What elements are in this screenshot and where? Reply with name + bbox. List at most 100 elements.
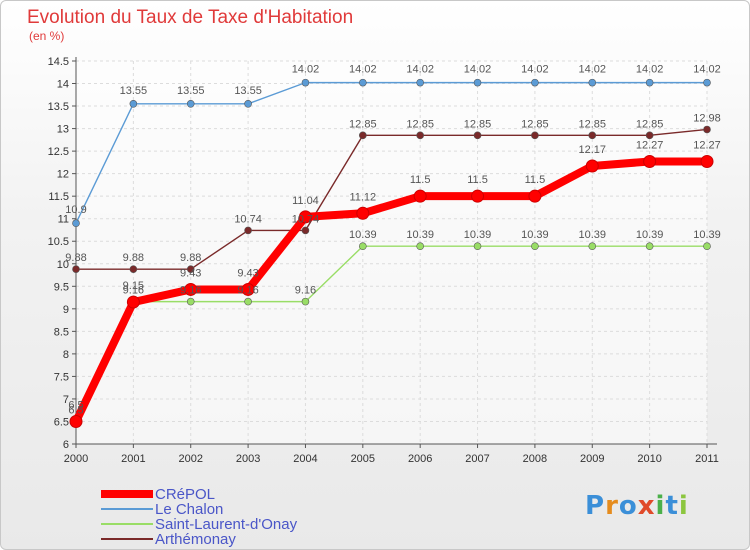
data-label: 13.55 [177,85,205,97]
data-label: 10.39 [693,229,721,241]
data-point [184,282,198,296]
data-point [643,154,657,168]
data-label: 12.85 [521,118,549,130]
legend-item-saint-laurent: Saint-Laurent-d'Onay [101,516,341,533]
data-label: 14.02 [521,64,549,76]
data-point [645,131,654,140]
data-point [471,189,485,203]
data-point [186,297,195,306]
data-label: 9.16 [123,285,144,297]
data-label: 14.02 [464,64,492,76]
data-label: 9.16 [237,285,258,297]
data-label: 9.88 [65,252,86,264]
data-point [126,295,140,309]
data-point [473,131,482,140]
data-point [298,210,312,224]
data-point [473,78,482,87]
data-point [186,265,195,273]
data-point [416,242,424,250]
legend-swatch-crepol [101,490,153,498]
data-label: 9.88 [180,252,201,264]
data-label: 10.39 [579,229,607,241]
data-point [69,414,83,428]
data-point [700,154,714,168]
data-label: 9.16 [295,285,316,297]
data-point [356,206,370,220]
legend-label-le-chalon: Le Chalon [155,501,224,518]
data-point [416,131,424,140]
y-tick-label: 6 [63,439,69,451]
data-label: 6.5 [68,399,83,411]
legend-label-crepol: CRéPOL [155,486,216,503]
series-line-3 [75,128,708,270]
data-point [416,78,424,87]
data-label: 10.39 [464,229,492,241]
data-point [703,242,711,250]
data-label: 10.39 [406,229,434,241]
data-point [72,219,80,228]
data-label: 12.85 [464,118,492,130]
y-tick-label: 9 [63,304,69,316]
y-tick-label: 8.5 [54,326,69,338]
data-label: 12.98 [693,112,721,124]
data-label: 10.39 [349,229,377,241]
logo-letter: r [605,491,619,521]
data-label: 9.16 [180,285,201,297]
y-tick-label: 7.5 [54,371,69,383]
data-point [703,78,711,87]
x-tick-label: 2006 [408,453,432,465]
data-point [244,226,252,235]
x-tick-label: 2009 [580,453,604,465]
data-point [531,131,539,140]
logo-letter: P [585,491,606,521]
data-label: 11.5 [467,174,488,186]
data-label: 12.27 [693,139,721,151]
logo-letter: x [637,491,656,521]
y-tick-label: 10.5 [48,236,69,248]
logo-letter: t [665,491,679,521]
data-point [473,242,482,250]
data-point [588,131,597,140]
data-label: 14.02 [579,64,607,76]
logo-letter: i [655,491,666,521]
data-point [528,189,542,203]
data-label: 13.55 [234,85,262,97]
data-label: 11.5 [525,174,546,186]
x-tick-label: 2011 [695,453,719,465]
x-tick-label: 2010 [637,453,661,465]
y-tick-label: 10 [57,259,69,271]
data-label: 12.85 [636,118,664,130]
legend-item-le-chalon: Le Chalon [101,501,341,518]
logo-letter: i [678,491,689,521]
data-label: 14.02 [636,64,664,76]
y-tick-label: 8 [63,349,69,361]
data-point [413,189,427,203]
data-point [301,297,310,306]
data-label: 14.02 [292,64,320,76]
chart-unit-label: (en %) [29,29,65,43]
data-point [585,159,599,173]
data-point [244,297,252,306]
data-label: 14.02 [693,64,721,76]
data-point [645,242,654,250]
data-point [359,78,367,87]
data-point [241,282,255,296]
chart-title: Evolution du Taux de Taxe d'Habitation [27,7,354,28]
legend-item-arthemonay: Arthémonay [101,531,341,548]
y-tick-label: 11.5 [48,191,69,203]
x-tick-label: 2007 [465,453,489,465]
series-line-0 [72,157,711,426]
data-label: 12.85 [579,118,607,130]
y-tick-label: 12.5 [48,146,69,158]
data-point [129,100,138,108]
y-tick-label: 9.5 [54,281,69,293]
data-point [588,78,597,87]
x-tick-label: 2004 [293,453,317,465]
legend-item-crepol: CRéPOL [101,486,341,503]
data-label: 11.12 [349,191,376,203]
legend-swatch-saint-laurent [101,523,153,525]
data-label: 10.39 [636,229,664,241]
data-label: 10.74 [292,213,320,225]
